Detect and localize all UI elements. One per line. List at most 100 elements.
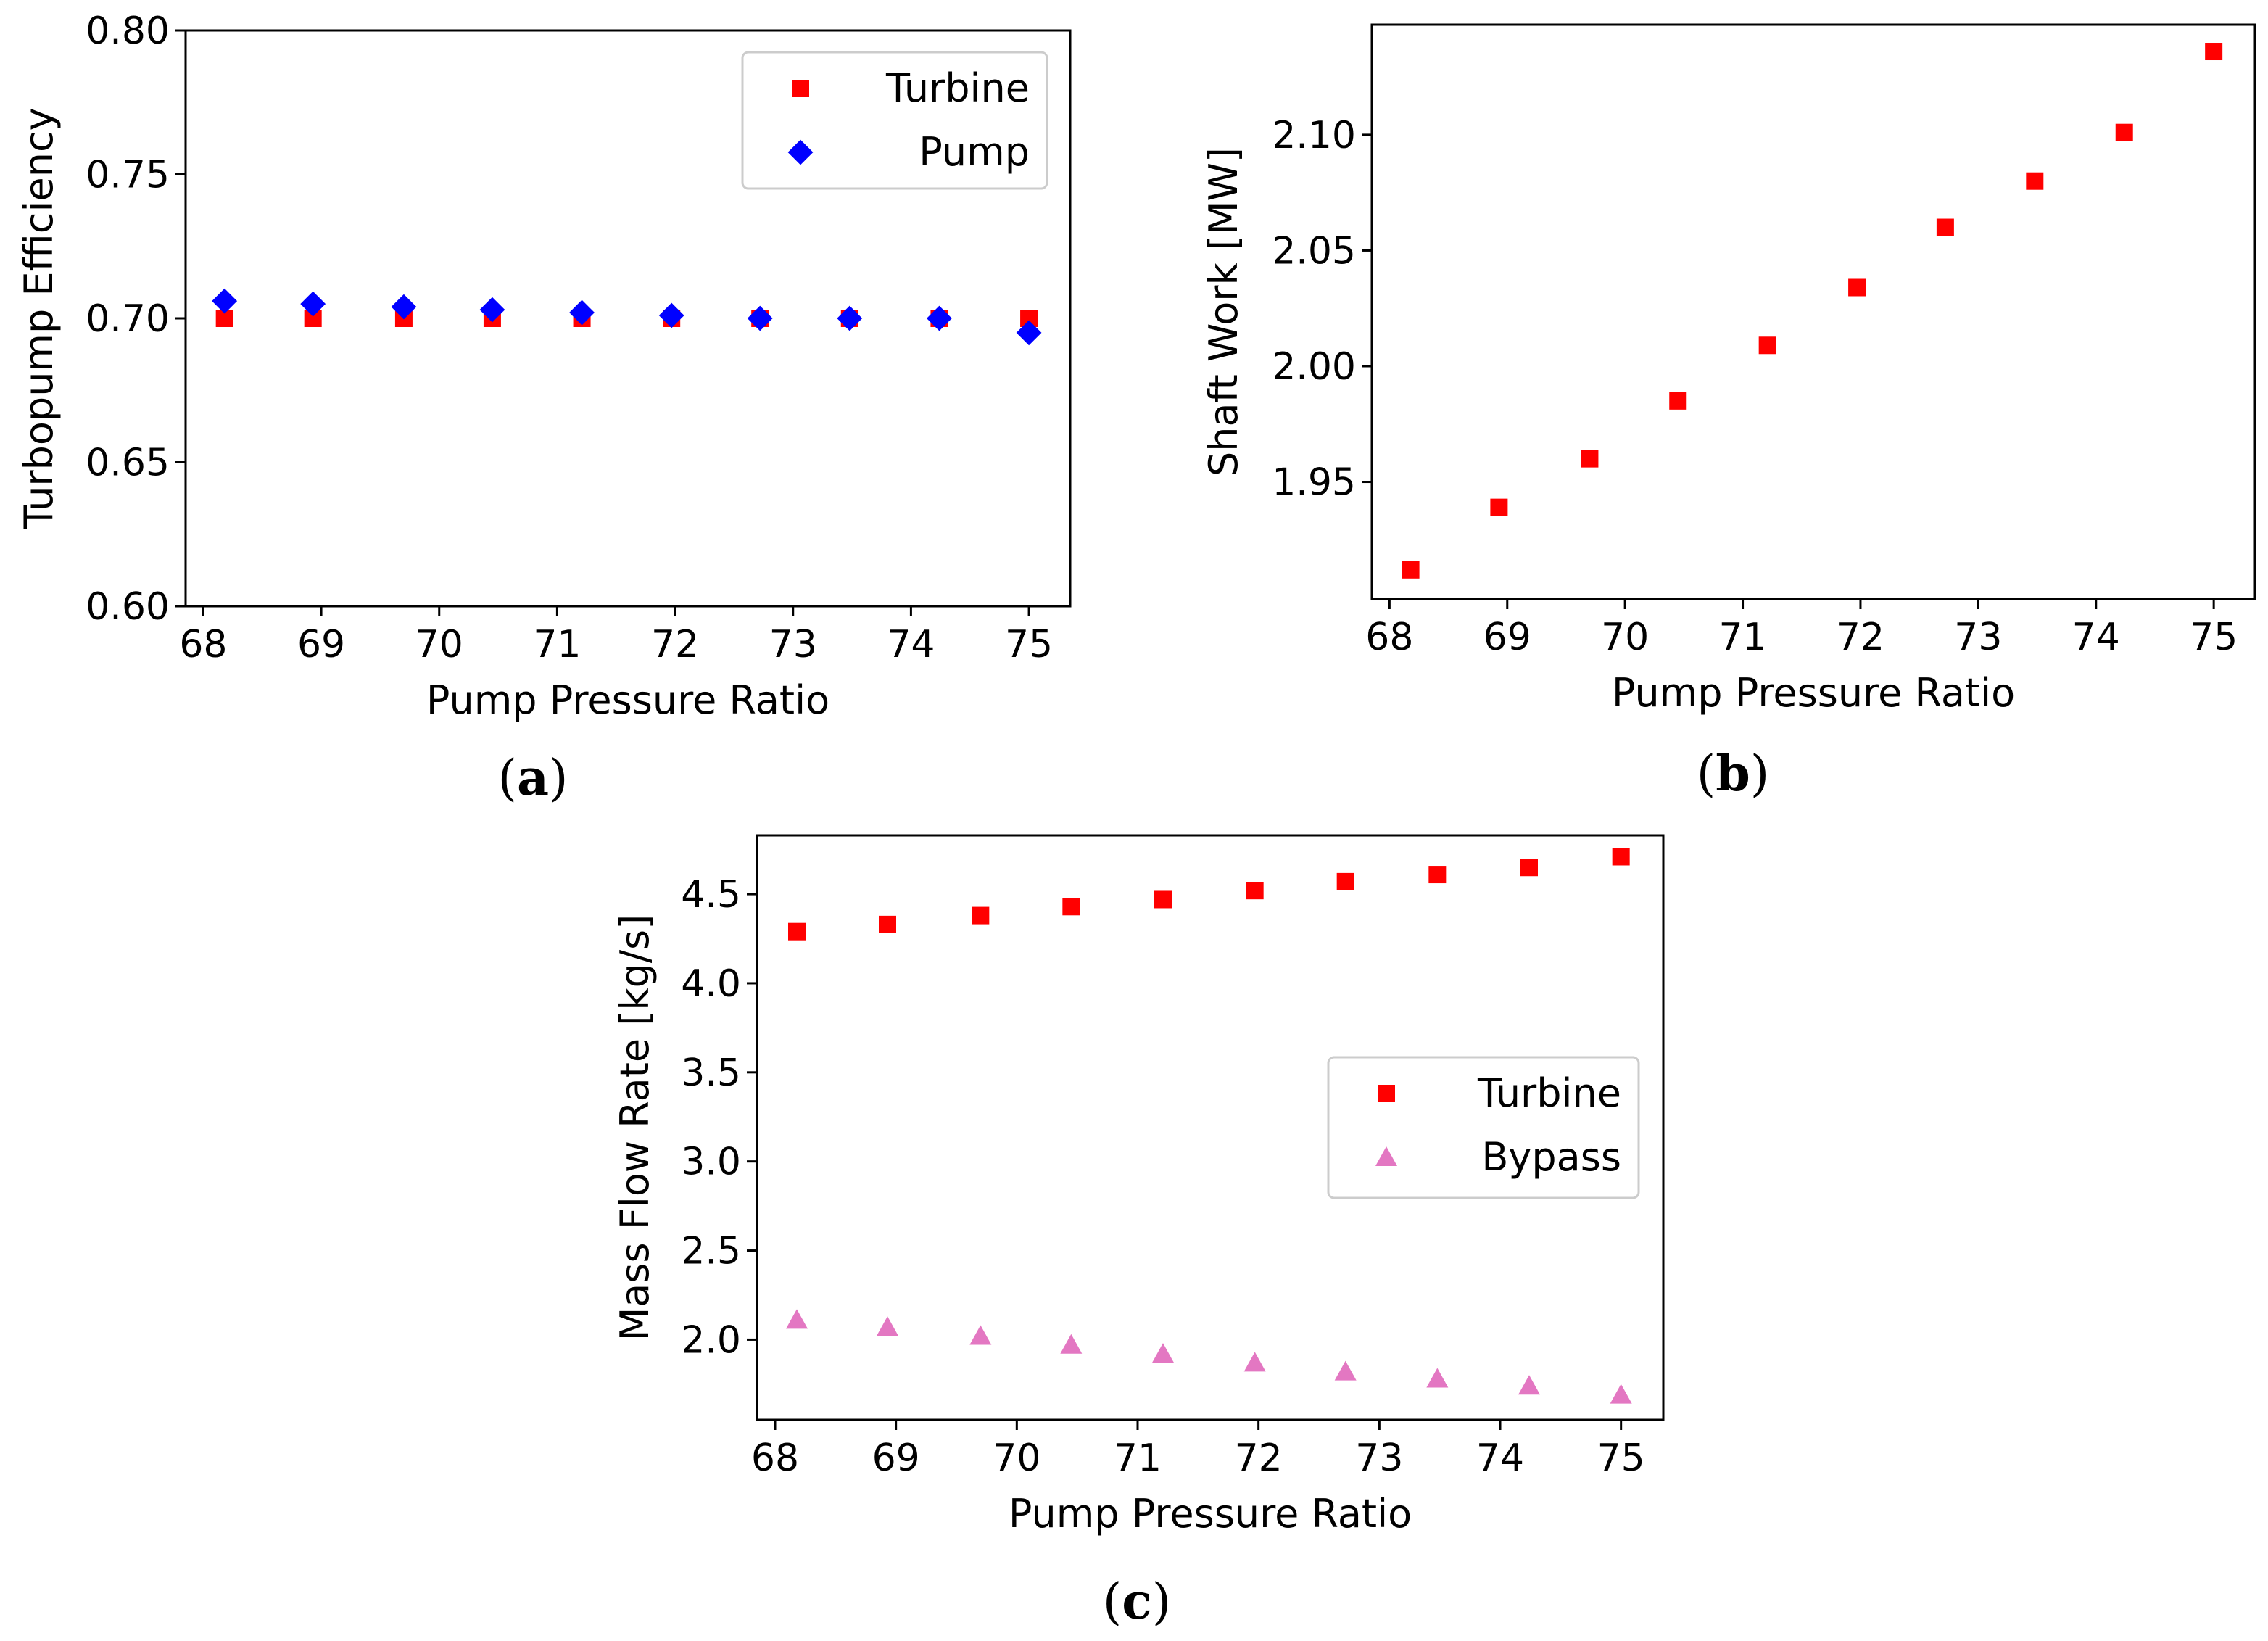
legend-label: Pump [919,129,1030,175]
x-tick-label: 73 [769,623,817,666]
x-tick-label: 69 [872,1437,920,1480]
caption-letter: c [1122,1573,1151,1631]
data-point [2026,172,2044,190]
legend-label: Turbine [885,65,1030,111]
legend-label: Turbine [1477,1070,1621,1116]
caption-open: ( [1103,1574,1122,1631]
data-point [1060,1334,1083,1354]
x-tick-label: 72 [651,623,699,666]
data-point [877,1316,898,1336]
y-tick-label: 0.60 [86,585,170,629]
y-tick-label: 2.10 [1272,114,1356,157]
caption-close: ) [1152,1574,1172,1631]
panel-a: 68 69 70 71 72 73 74 75 0.60 0.65 0.70 0.75 0.80 Pump… [16,9,1072,807]
legend-marker [787,139,814,165]
y-tick-label: 2.5 [681,1230,741,1273]
panel-caption: (b) [1697,745,1770,803]
data-point [1758,336,1776,355]
data-point [972,906,990,925]
x-tick-label: 73 [1355,1437,1403,1480]
data-point [1936,218,1954,236]
series-pump [212,288,1042,346]
data-point [879,915,896,933]
legend-frame [741,51,1048,190]
data-point [391,294,417,320]
y-axis-label: Turbopump Efficiency [16,107,62,529]
y-tick-label: 0.65 [86,442,170,485]
data-point [786,1309,808,1329]
data-point [1848,278,1866,297]
y-tick-label: 0.80 [86,9,170,53]
x-tick-label: 71 [1114,1437,1162,1480]
x-tick-label: 72 [1837,616,1884,659]
data-point [837,305,863,331]
panel-caption: (c) [1103,1573,1171,1631]
caption-letter: a [517,749,549,807]
legend-marker [792,80,809,97]
series-shaft-work [1402,43,2223,579]
x-tick-label: 75 [1005,623,1053,666]
y-tick-label: 3.0 [681,1141,741,1184]
y-tick-label: 0.75 [86,154,170,197]
legend-label: Bypass [1481,1134,1621,1180]
data-point [1426,1368,1449,1388]
x-tick-label: 68 [751,1437,799,1480]
data-point [1518,1375,1540,1395]
caption-close: ) [1750,745,1770,803]
caption-close: ) [549,750,568,807]
x-tick-label: 73 [1954,616,2002,659]
data-point [212,288,238,314]
plot-frame [756,834,1665,1421]
data-point [1610,1384,1632,1404]
data-point [300,291,326,317]
y-tick-label: 4.0 [681,962,741,1006]
x-tick-label: 75 [2190,616,2238,659]
legend-marker [1375,1146,1397,1166]
data-point [1581,450,1599,468]
y-axis-label: Shaft Work [MW] [1201,147,1246,476]
data-point [1428,866,1447,884]
panel-caption: (a) [497,749,568,807]
x-tick-label: 70 [415,623,463,666]
data-point [788,922,806,941]
data-point [1062,898,1080,916]
data-point [2115,123,2133,141]
x-tick-label: 72 [1235,1437,1283,1480]
x-tick-label: 70 [1601,616,1649,659]
data-point [1334,1360,1357,1381]
data-point [1016,320,1042,346]
x-axis-label: Pump Pressure Ratio [1612,670,2015,716]
series-turbine [788,848,1630,941]
data-point [2205,43,2223,61]
legend: Turbine Pump [741,51,1048,190]
x-tick-label: 71 [1718,616,1766,659]
data-point [479,297,505,323]
y-tick-label: 1.95 [1272,461,1356,505]
x-tick-label: 74 [1476,1437,1524,1480]
x-tick-label: 74 [2072,616,2120,659]
data-point [1402,561,1420,579]
x-tick-label: 68 [1365,616,1413,659]
legend-marker [1378,1085,1395,1102]
caption-open: ( [1697,745,1716,803]
data-point [1336,872,1354,890]
y-tick-label: 3.5 [681,1051,741,1095]
data-point [969,1325,992,1345]
data-point [1152,1343,1174,1363]
series-bypass [786,1309,1632,1404]
data-point [1490,498,1508,516]
data-point [569,299,595,326]
x-axis-label: Pump Pressure Ratio [1009,1491,1412,1537]
legend-frame [1327,1056,1640,1199]
y-tick-label: 2.00 [1272,345,1356,389]
panel-b: 68 69 70 71 72 73 74 75 1.95 2.00 2.05 2.10 Pump Pre… [1201,23,2256,803]
y-tick-label: 4.5 [681,873,741,917]
data-point [927,305,952,331]
y-tick-label: 2.0 [681,1318,741,1362]
data-point [1520,859,1538,877]
x-axis-label: Pump Pressure Ratio [426,677,829,723]
x-tick-label: 69 [297,623,345,666]
y-axis-label: Mass Flow Rate [kg/s] [612,914,658,1342]
x-tick-label: 71 [533,623,581,666]
